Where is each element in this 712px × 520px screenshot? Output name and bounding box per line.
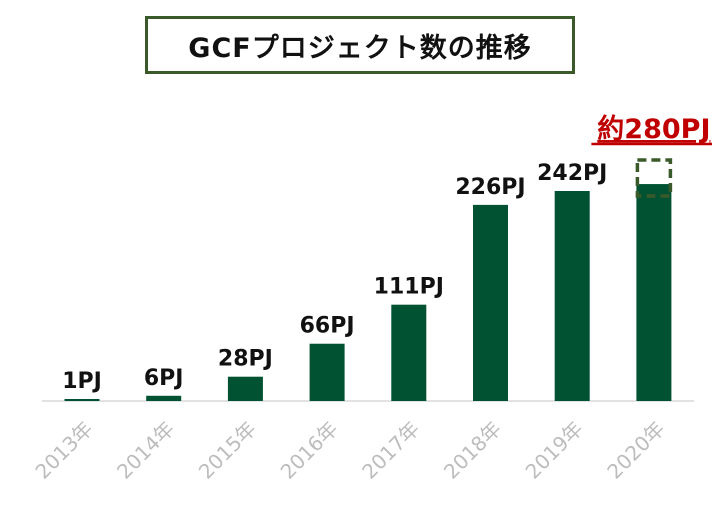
x-tick-label-2018年: 2018年 (439, 417, 506, 484)
projected-box (635, 158, 673, 198)
data-label-2019年: 242PJ (537, 161, 607, 186)
bar-2014年 (146, 395, 182, 401)
x-tick-label-2013年: 2013年 (30, 417, 97, 484)
data-label-2017年: 111PJ (374, 275, 444, 300)
x-tick-label-2019年: 2019年 (521, 417, 588, 484)
x-tick-label-2016年: 2016年 (276, 417, 343, 484)
projected-label: 約280PJ (597, 113, 710, 145)
bar-2018年 (473, 204, 508, 401)
data-label-2018年: 226PJ (455, 175, 525, 200)
bar-2013年 (64, 399, 100, 401)
bar-2017年 (391, 304, 427, 401)
x-tick-label-2020年: 2020年 (602, 417, 669, 484)
bar-2015年 (227, 376, 263, 401)
bar-2020年 (636, 184, 672, 401)
chart-title: GCFプロジェクト数の推移 (145, 16, 575, 74)
data-label-2013年: 1PJ (62, 369, 102, 394)
data-label-2014年: 6PJ (144, 366, 184, 391)
x-tick-label-2014年: 2014年 (112, 417, 179, 484)
x-tick-label-2015年: 2015年 (194, 417, 261, 484)
x-tick-label-2017年: 2017年 (357, 417, 424, 484)
bar-2016年 (309, 343, 345, 401)
data-label-2015年: 28PJ (218, 347, 273, 372)
bar-2019年 (554, 191, 590, 401)
data-label-2016年: 66PJ (300, 314, 355, 339)
